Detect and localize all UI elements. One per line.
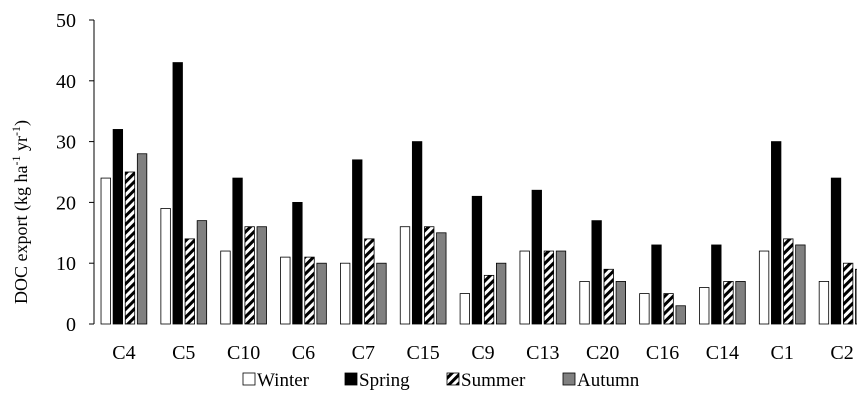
legend-swatch-summer xyxy=(446,372,460,386)
x-tick-label: C4 xyxy=(112,342,135,364)
legend-label-spring: Spring xyxy=(359,370,410,391)
y-tick-label: 30 xyxy=(56,132,76,154)
ylabel-mid: yr xyxy=(11,136,31,156)
bar-spring-c7 xyxy=(352,159,363,325)
y-tick-label: 50 xyxy=(56,10,76,32)
y-tick-label: 0 xyxy=(66,314,76,336)
bar-spring-c2 xyxy=(830,177,842,325)
y-axis-ticks: 0 10 20 30 40 50 xyxy=(56,10,94,336)
bar-summer-c6 xyxy=(304,256,315,325)
bar-summer-c20 xyxy=(603,268,614,325)
y-tick-label: 40 xyxy=(56,71,76,93)
bar-autumn-c9 xyxy=(495,262,507,325)
ylabel-sup2: -1 xyxy=(9,126,23,136)
bar-spring-c10 xyxy=(232,177,243,325)
bar-autumn-c20 xyxy=(615,281,626,325)
bar-autumn-c10 xyxy=(256,226,267,325)
bar-summer-c7 xyxy=(364,238,375,325)
bar-spring-c1 xyxy=(771,141,782,325)
bar-winter-c4 xyxy=(100,177,111,325)
bar-summer-c15 xyxy=(424,226,435,325)
bar-winter-c2 xyxy=(818,281,830,325)
y-axis-label: DOC export (kg ha-1 yr-1) xyxy=(9,120,32,304)
bar-summer-c5 xyxy=(184,238,195,325)
bar-autumn-c4 xyxy=(136,153,148,325)
bar-winter-c15 xyxy=(399,226,411,325)
legend-swatch-autumn xyxy=(562,372,576,386)
bar-summer-c13 xyxy=(543,250,555,325)
bar-summer-c10 xyxy=(244,226,255,325)
x-tick-label: C16 xyxy=(646,342,679,364)
bar-autumn-c5 xyxy=(196,220,208,325)
legend-swatch-spring xyxy=(344,372,358,386)
bar-winter-c5 xyxy=(160,208,171,325)
bar-autumn-c1 xyxy=(795,244,806,325)
bar-autumn-c15 xyxy=(436,232,447,325)
y-tick-label: 10 xyxy=(56,253,76,275)
bar-autumn-c6 xyxy=(316,262,327,325)
x-tick-label: C15 xyxy=(406,342,439,364)
legend-swatch-winter xyxy=(242,372,256,386)
bar-autumn-c2 xyxy=(855,268,857,325)
x-tick-label: C1 xyxy=(771,342,794,364)
ylabel-sup1: -1 xyxy=(9,156,23,166)
bar-winter-c9 xyxy=(459,293,471,325)
y-axis-title: DOC export (kg ha-1 yr-1) xyxy=(9,120,32,304)
bar-winter-c6 xyxy=(280,256,291,325)
bar-summer-c9 xyxy=(483,274,495,325)
x-tick-label: C13 xyxy=(526,342,559,364)
legend-label-summer: Summer xyxy=(461,370,526,391)
bar-spring-c9 xyxy=(471,195,483,325)
bar-autumn-c7 xyxy=(376,262,387,325)
y-tick-label: 20 xyxy=(56,192,76,214)
bar-winter-c10 xyxy=(220,250,231,325)
bar-winter-c14 xyxy=(699,287,710,325)
bar-summer-c1 xyxy=(783,238,794,325)
bar-spring-c6 xyxy=(292,201,303,325)
bar-spring-c20 xyxy=(591,220,602,325)
x-tick-label: C20 xyxy=(586,342,619,364)
x-tick-label: C2 xyxy=(830,342,853,364)
x-tick-label: C7 xyxy=(352,342,375,364)
bar-spring-c4 xyxy=(112,129,124,325)
legend: Winter Spring Summer Autumn xyxy=(242,370,640,391)
bar-winter-c7 xyxy=(340,262,351,325)
bar-spring-c15 xyxy=(411,141,423,325)
x-tick-label: C9 xyxy=(471,342,494,364)
legend-label-autumn: Autumn xyxy=(577,370,640,391)
bar-spring-c5 xyxy=(172,62,183,325)
x-tick-label: C5 xyxy=(172,342,195,364)
bar-winter-c16 xyxy=(639,293,650,325)
bar-autumn-c13 xyxy=(555,250,567,325)
ylabel-end: ) xyxy=(11,120,32,126)
bar-winter-c1 xyxy=(758,250,770,325)
bar-summer-c14 xyxy=(723,281,734,325)
bar-winter-c20 xyxy=(579,281,590,325)
x-tick-label: C6 xyxy=(292,342,315,364)
x-tick-label: C10 xyxy=(227,342,260,364)
bar-winter-c13 xyxy=(519,250,530,325)
bar-summer-c16 xyxy=(663,293,674,325)
bar-autumn-c16 xyxy=(675,305,686,325)
x-tick-label: C14 xyxy=(706,342,739,364)
bars-group xyxy=(100,62,857,325)
bar-spring-c14 xyxy=(711,244,722,325)
bar-autumn-c14 xyxy=(735,281,746,325)
ylabel-main: DOC export (kg ha xyxy=(11,166,32,304)
x-axis-labels: C4 C5 C10 C6 C7 C15 C9 C13 C20 C16 C14 C1 C2 xyxy=(112,342,853,364)
bar-spring-c16 xyxy=(651,244,662,325)
legend-label-winter: Winter xyxy=(257,370,310,391)
bar-summer-c4 xyxy=(124,171,136,325)
bar-spring-c13 xyxy=(531,189,542,325)
bar-summer-c2 xyxy=(842,262,854,325)
